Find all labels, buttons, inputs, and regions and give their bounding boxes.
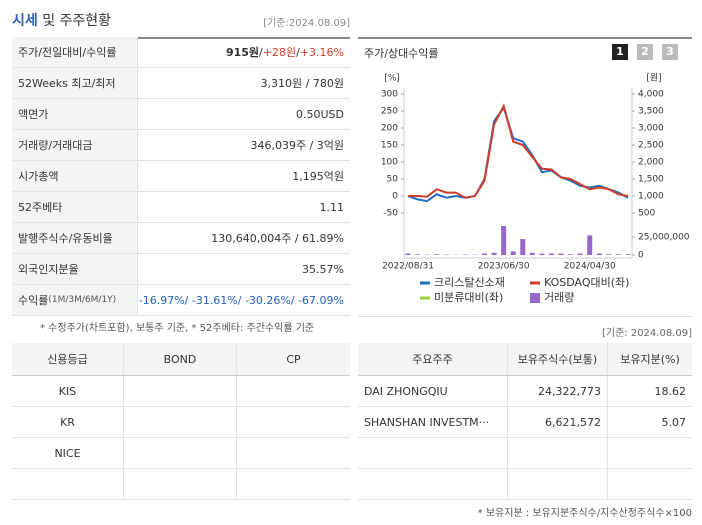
- header-cell: BOND: [124, 343, 237, 376]
- row-value: 1,195억원: [138, 161, 350, 192]
- header-cell: 주요주주: [358, 343, 508, 376]
- row-value: -16.97%/ -31.61%/ -30.26%/ -67.09%: [138, 285, 350, 316]
- table-cell: [608, 438, 692, 469]
- label-text: 52주베타: [18, 201, 63, 214]
- table-cell: DAI ZHONGQIU: [358, 376, 508, 407]
- summary-note: * 수정주가(차트포함), 보통주 기준, * 52주베타: 주간수익률 기준: [40, 323, 315, 334]
- credit-table: 신용등급 KIS KR NICE BOND CP: [12, 343, 350, 500]
- header-cell: 신용등급: [12, 343, 124, 376]
- table-cell: [124, 438, 237, 469]
- table-cell: [124, 469, 237, 500]
- table-cell: NICE: [12, 438, 124, 469]
- row-value: 130,640,004주 / 61.89%: [138, 223, 350, 254]
- row-label: 액면가: [12, 99, 138, 130]
- label-text: 발행주식수/유동비율: [18, 232, 113, 245]
- value-text: 915원: [225, 46, 260, 59]
- row-label: 시가총액: [12, 161, 138, 192]
- title-rest: 및 주주현황: [37, 13, 112, 29]
- value-text: /: [296, 45, 300, 59]
- holders-note: * 보유지분 : 보유지분주식수/지수산정주식수×100: [477, 508, 692, 519]
- chart-panel: [358, 37, 692, 317]
- value-text: 1,195억원: [292, 170, 344, 183]
- table-cell: [237, 469, 350, 500]
- label-text: 거래량/거래대금: [18, 139, 93, 152]
- table-cell: 24,322,773: [508, 376, 608, 407]
- value-text: 1.11: [319, 200, 345, 214]
- section-title: 시세 및 주주현황: [12, 10, 111, 30]
- value-text: /: [259, 45, 263, 59]
- table-cell: 5.07: [608, 407, 692, 438]
- value-text: 346,039주 / 3억원: [250, 139, 344, 152]
- row-value: 0.50USD: [138, 99, 350, 130]
- row-label: 수익률 (1M/3M/6M/1Y): [12, 285, 138, 316]
- table-cell: [508, 469, 608, 500]
- table-cell: [358, 438, 508, 469]
- table-cell: KIS: [12, 376, 124, 407]
- chart-tab[interactable]: 3: [662, 44, 678, 60]
- date: [기준:2024.08.09]: [263, 18, 350, 29]
- header-cell: CP: [237, 343, 350, 376]
- value-text: -16.97%/ -31.61%/ -30.26%/ -67.09%: [138, 293, 344, 307]
- value-text: 130,640,004주 / 61.89%: [211, 232, 344, 245]
- table-cell: SHANSHAN INVESTM···: [358, 407, 508, 438]
- row-label: 거래량/거래대금: [12, 130, 138, 161]
- chart-tab[interactable]: 2: [637, 44, 653, 60]
- row-label: 주가/전일대비/수익률: [12, 37, 138, 68]
- value-text: 0.50USD: [296, 107, 344, 121]
- row-value: 3,310원 / 780원: [138, 68, 350, 99]
- table-cell: [237, 407, 350, 438]
- table-cell: [124, 376, 237, 407]
- table-cell: KR: [12, 407, 124, 438]
- row-value: 915원 / +28원 / +3.16%: [138, 37, 350, 68]
- label-text: 수익률: [18, 294, 49, 307]
- header-cell: 보유지분(%): [608, 343, 692, 376]
- label-text: 액면가: [18, 108, 49, 121]
- table-cell: [608, 469, 692, 500]
- row-value: 1.11: [138, 192, 350, 223]
- chart-tab[interactable]: 1: [612, 44, 628, 60]
- table-cell: 6,621,572: [508, 407, 608, 438]
- summary-table: 주가/전일대비/수익률 915원 / +28원 / +3.16% 52Weeks 최…: [12, 37, 350, 317]
- chart-date: [기준: 2024.08.09]: [601, 328, 692, 339]
- row-label: 외국인지분율: [12, 254, 138, 285]
- table-cell: [508, 438, 608, 469]
- title-main: 시세: [12, 13, 38, 29]
- chart-title: 주가/상대수익률: [364, 47, 439, 60]
- table-cell: [237, 376, 350, 407]
- row-value: 346,039주 / 3억원: [138, 130, 350, 161]
- label-text: 52Weeks 최고/최저: [18, 77, 116, 90]
- value-text: 3,310원 / 780원: [260, 77, 344, 90]
- label-text: 주가/전일대비/수익률: [18, 46, 117, 59]
- table-cell: [124, 407, 237, 438]
- table-cell: [12, 469, 124, 500]
- table-cell: 18.62: [608, 376, 692, 407]
- label-text: 외국인지분율: [18, 263, 79, 276]
- row-label: 52주베타: [12, 192, 138, 223]
- label-text: 시가총액: [18, 170, 59, 183]
- table-cell: [358, 469, 508, 500]
- table-cell: [237, 438, 350, 469]
- row-label: 52Weeks 최고/최저: [12, 68, 138, 99]
- row-value: 35.57%: [138, 254, 350, 285]
- row-label: 발행주식수/유동비율: [12, 223, 138, 254]
- label-text: (1M/3M/6M/1Y): [48, 295, 117, 305]
- value-text: +28원: [262, 46, 297, 59]
- value-text: +3.16%: [299, 45, 344, 59]
- holders-table: 주요주주 DAI ZHONGQIU SHANSHAN INVESTM··· 보유주식수…: [358, 343, 692, 500]
- header-cell: 보유주식수(보통): [508, 343, 608, 376]
- value-text: 35.57%: [302, 262, 344, 276]
